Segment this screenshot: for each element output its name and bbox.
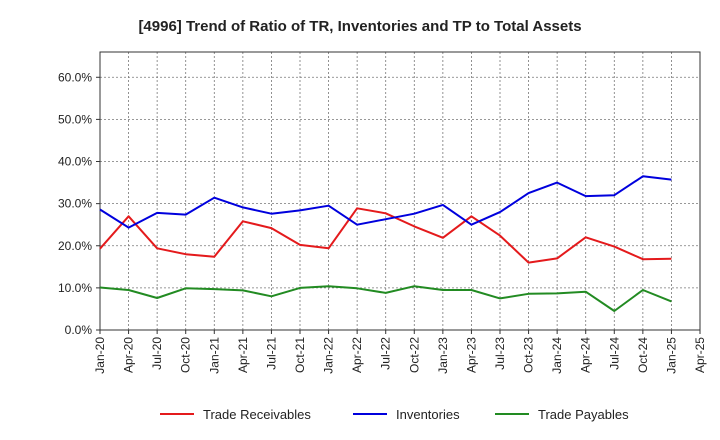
- y-axis: 0.0% 10.0% 20.0% 30.0% 40.0% 50.0% 60.0%: [58, 70, 100, 337]
- x-tick-label: Jul-21: [264, 337, 278, 370]
- x-tick-label: Apr-20: [122, 337, 136, 373]
- series-lines: [99, 175, 672, 312]
- legend-label: Trade Payables: [538, 407, 629, 422]
- x-tick-label: Jul-20: [150, 337, 164, 370]
- legend-label: Trade Receivables: [203, 407, 311, 422]
- legend-label: Inventories: [396, 407, 460, 422]
- x-tick-label: Jul-24: [607, 337, 621, 370]
- x-tick-label: Jan-23: [436, 337, 450, 374]
- series-line-inventories: [99, 175, 672, 229]
- x-tick-label: Apr-25: [693, 337, 707, 373]
- x-tick-label: Jan-22: [322, 337, 336, 374]
- x-tick-label: Apr-23: [464, 337, 478, 373]
- x-tick-label: Apr-22: [350, 337, 364, 373]
- chart-title: [4996] Trend of Ratio of TR, Inventories…: [138, 18, 581, 35]
- x-axis: Jan-20 Apr-20 Jul-20 Oct-20 Jan-21 Apr-21 Jul-…: [93, 330, 707, 374]
- y-tick-label: 20.0%: [58, 239, 92, 253]
- y-tick-label: 50.0%: [58, 112, 92, 126]
- x-tick-label: Jan-20: [93, 337, 107, 374]
- x-tick-label: Apr-21: [236, 337, 250, 373]
- grid: [100, 52, 700, 330]
- legend: Trade Receivables Inventories Trade Payabl…: [160, 407, 629, 422]
- x-tick-label: Apr-24: [579, 337, 593, 373]
- series-line-trade-receivables: [99, 207, 672, 264]
- y-tick-label: 0.0%: [65, 323, 93, 337]
- y-tick-label: 60.0%: [58, 70, 92, 84]
- x-tick-label: Jan-25: [664, 337, 678, 374]
- x-tick-label: Oct-20: [179, 337, 193, 373]
- y-tick-label: 40.0%: [58, 155, 92, 169]
- x-tick-label: Oct-22: [407, 337, 421, 373]
- x-tick-label: Jan-24: [550, 337, 564, 374]
- x-tick-label: Oct-21: [293, 337, 307, 373]
- x-tick-label: Jul-22: [379, 337, 393, 370]
- y-tick-label: 30.0%: [58, 197, 92, 211]
- x-tick-label: Oct-23: [522, 337, 536, 373]
- x-tick-label: Oct-24: [636, 337, 650, 373]
- x-tick-label: Jan-21: [207, 337, 221, 374]
- y-tick-label: 10.0%: [58, 281, 92, 295]
- x-tick-label: Jul-23: [493, 337, 507, 370]
- plot-area: [99, 51, 701, 331]
- series-line-trade-payables: [99, 285, 672, 312]
